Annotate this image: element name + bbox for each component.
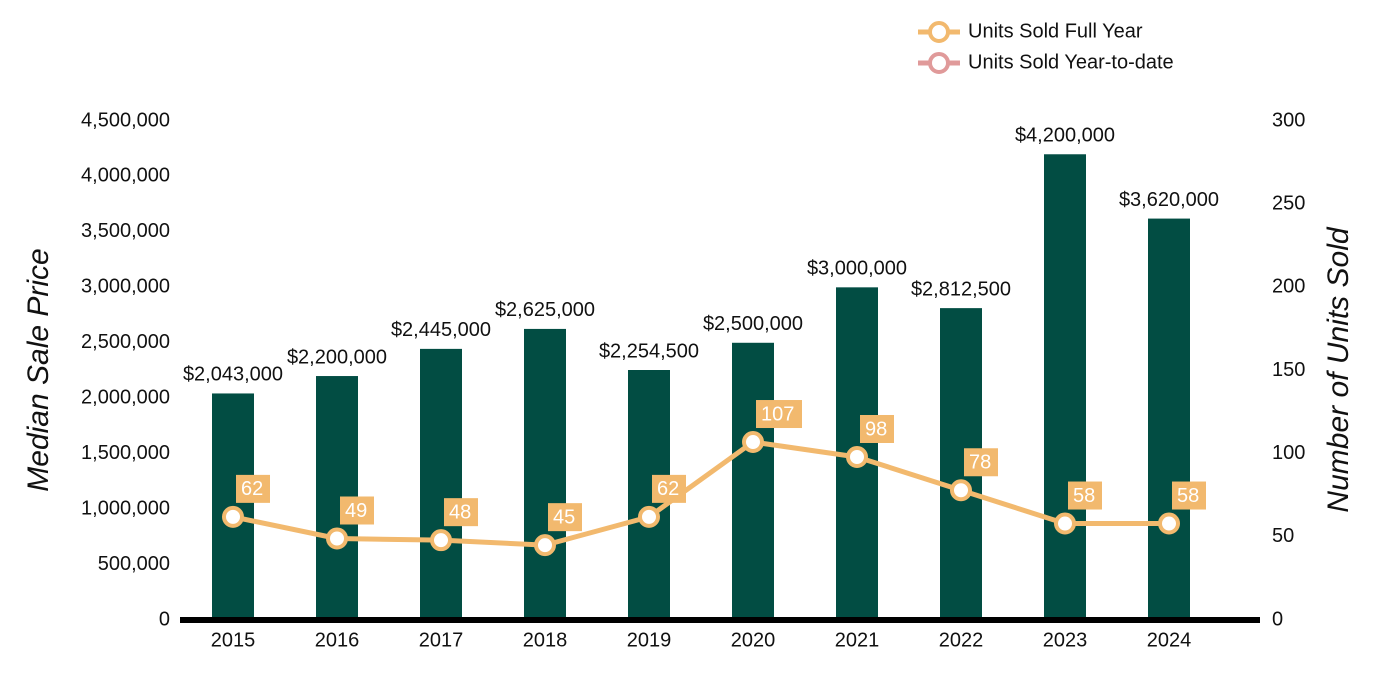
x-tick-label: 2015 xyxy=(211,629,256,651)
y-tick-label: 1,500,000 xyxy=(81,442,170,464)
line-point xyxy=(534,534,556,557)
legend-marker xyxy=(928,21,950,43)
legend-marker xyxy=(928,52,950,74)
x-tick-label: 2021 xyxy=(835,629,880,651)
legend-label: Units Sold Year-to-date xyxy=(968,51,1174,73)
point-label: 62 xyxy=(241,478,263,500)
point-label: 78 xyxy=(969,452,991,474)
point-label: 62 xyxy=(657,478,679,500)
y-tick-label: 2,500,000 xyxy=(81,331,170,353)
point-label-box xyxy=(444,498,478,527)
x-tick-label: 2020 xyxy=(731,629,776,651)
x-tick-label: 2024 xyxy=(1147,629,1192,651)
y2-tick-label: 200 xyxy=(1272,276,1305,298)
bar-value-label: $2,254,500 xyxy=(599,340,699,362)
y2-tick-label: 100 xyxy=(1272,442,1305,464)
y-tick-label: 4,000,000 xyxy=(81,165,170,187)
y-tick-label: 0 xyxy=(159,608,170,630)
bar-value-label: $2,043,000 xyxy=(183,364,283,386)
bar xyxy=(732,342,774,620)
x-tick-label: 2017 xyxy=(419,629,464,651)
bar-value-label: $2,812,500 xyxy=(911,278,1011,300)
bar xyxy=(524,328,566,620)
point-label-box xyxy=(236,474,270,503)
line-point xyxy=(1054,512,1076,535)
x-tick-label: 2019 xyxy=(627,629,672,651)
y-tick-label: 2,000,000 xyxy=(81,387,170,409)
point-label: 98 xyxy=(865,418,887,440)
x-tick-label: 2022 xyxy=(939,629,984,651)
line-point xyxy=(638,505,660,528)
line xyxy=(232,439,1169,548)
bar-value-label: $2,445,000 xyxy=(391,319,491,341)
y2-axis-title: Number of Units Sold xyxy=(1322,226,1355,512)
y-tick-label: 4,500,000 xyxy=(81,109,170,131)
bar xyxy=(1044,154,1086,620)
x-tick-label: 2016 xyxy=(315,629,360,651)
point-label-box xyxy=(652,474,686,503)
point-label: 48 xyxy=(449,501,471,523)
line-point xyxy=(950,479,972,502)
y-tick-label: 3,000,000 xyxy=(81,276,170,298)
y-tick-label: 500,000 xyxy=(98,553,170,575)
point-label: 107 xyxy=(761,403,794,425)
y2-tick-label: 150 xyxy=(1272,359,1305,381)
point-label-box xyxy=(756,400,802,429)
y-tick-label: 3,500,000 xyxy=(81,220,170,242)
bar xyxy=(1148,218,1190,621)
y2-tick-label: 50 xyxy=(1272,525,1294,547)
y-axis-title: Median Sale Price xyxy=(22,248,55,491)
y2-tick-label: 0 xyxy=(1272,608,1283,630)
bar-value-label: $3,000,000 xyxy=(807,258,907,280)
line-point xyxy=(1158,512,1180,535)
x-tick-label: 2023 xyxy=(1043,629,1088,651)
bar-value-label: $3,620,000 xyxy=(1119,189,1219,211)
bar-value-label: $2,200,000 xyxy=(287,346,387,368)
line-point xyxy=(742,431,764,454)
bar-value-label: $2,500,000 xyxy=(703,313,803,335)
line-point xyxy=(326,527,348,550)
point-label-box xyxy=(860,414,894,443)
point-label: 58 xyxy=(1073,485,1095,507)
point-label: 45 xyxy=(553,506,575,528)
bar-value-label: $4,200,000 xyxy=(1015,125,1115,147)
y2-tick-label: 300 xyxy=(1272,109,1305,131)
point-label-box xyxy=(1172,481,1206,510)
point-label-box xyxy=(1068,481,1102,510)
point-label-box xyxy=(340,496,374,525)
line-point xyxy=(222,505,244,528)
bar-value-label: $2,625,000 xyxy=(495,299,595,321)
y-tick-label: 1,000,000 xyxy=(81,497,170,519)
point-label: 58 xyxy=(1177,485,1199,507)
point-label-box xyxy=(964,448,998,477)
y2-tick-label: 250 xyxy=(1272,192,1305,214)
x-tick-label: 2018 xyxy=(523,629,568,651)
line-point xyxy=(846,445,868,468)
point-label: 49 xyxy=(345,500,367,522)
legend-label: Units Sold Full Year xyxy=(968,20,1143,42)
bar xyxy=(420,348,462,620)
point-label-box xyxy=(548,503,582,532)
line-point xyxy=(430,529,452,552)
